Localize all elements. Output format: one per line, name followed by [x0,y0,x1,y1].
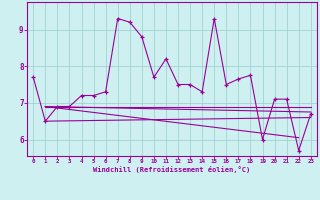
X-axis label: Windchill (Refroidissement éolien,°C): Windchill (Refroidissement éolien,°C) [93,166,251,173]
